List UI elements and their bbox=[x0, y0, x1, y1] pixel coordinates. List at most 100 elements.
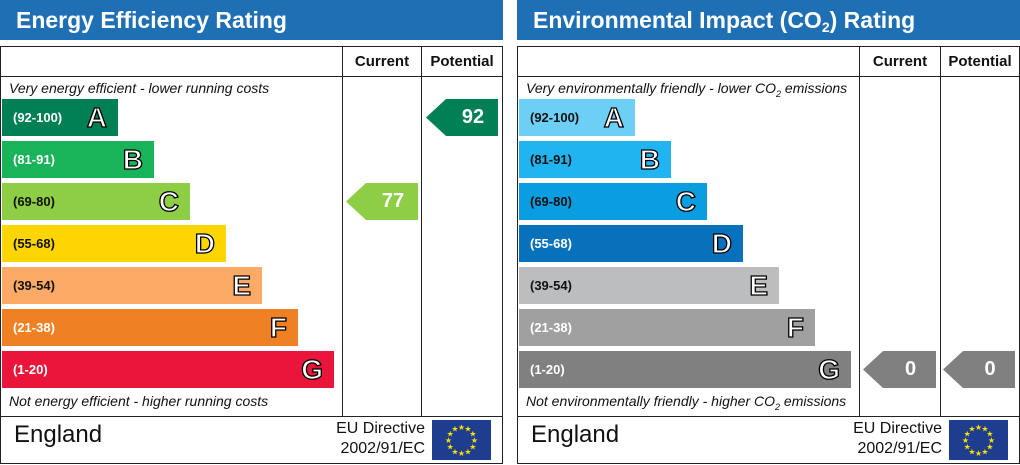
divider bbox=[518, 76, 1019, 77]
eu-flag-icon: ★ ★ ★ ★ ★ ★ ★ ★ ★ ★ ★ ★ bbox=[949, 420, 1008, 460]
band-letter: G bbox=[818, 353, 841, 385]
energy-chart-box: Current Potential Very energy efficient … bbox=[0, 46, 503, 464]
band-range: (1-20) bbox=[530, 362, 565, 377]
band-a: (92-100) A bbox=[2, 99, 118, 136]
band-c: (69-80) C bbox=[519, 183, 707, 220]
top-note: Very energy efficient - lower running co… bbox=[9, 80, 270, 96]
band-range: (39-54) bbox=[530, 278, 572, 293]
band-e: (39-54) E bbox=[519, 267, 779, 304]
band-letter: G bbox=[301, 353, 324, 385]
band-letter: B bbox=[122, 143, 144, 175]
divider bbox=[1, 76, 502, 77]
svg-text:★: ★ bbox=[471, 436, 478, 445]
svg-text:★: ★ bbox=[962, 436, 969, 445]
environment-panel-title: Environmental Impact (CO2) Rating bbox=[517, 0, 1020, 40]
potential-rating-value: 92 bbox=[461, 106, 485, 128]
band-range: (69-80) bbox=[13, 194, 55, 209]
band-range: (81-91) bbox=[530, 152, 572, 167]
band-letter: C bbox=[675, 185, 697, 217]
band-f: (21-38) F bbox=[519, 309, 815, 346]
band-letter: A bbox=[86, 101, 108, 133]
country-label: England bbox=[14, 421, 103, 448]
potential-rating-arrow: 0 bbox=[943, 351, 1015, 388]
band-range: (81-91) bbox=[13, 152, 55, 167]
band-range: (55-68) bbox=[530, 236, 572, 251]
svg-text:★: ★ bbox=[975, 423, 982, 432]
band-a: (92-100) A bbox=[519, 99, 635, 136]
band-g: (1-20) G bbox=[519, 351, 851, 388]
svg-text:★: ★ bbox=[451, 447, 458, 456]
band-letter: E bbox=[232, 269, 252, 301]
country-label: England bbox=[531, 421, 620, 448]
potential-rating-value: 0 bbox=[984, 358, 996, 380]
band-c: (69-80) C bbox=[2, 183, 190, 220]
band-letter: B bbox=[639, 143, 661, 175]
svg-text:★: ★ bbox=[964, 443, 971, 452]
svg-text:★: ★ bbox=[469, 430, 476, 439]
band-b: (81-91) B bbox=[2, 141, 154, 178]
svg-text:★: ★ bbox=[968, 447, 975, 456]
potential-column-header: Potential bbox=[430, 53, 494, 70]
band-range: (55-68) bbox=[13, 236, 55, 251]
divider bbox=[1, 416, 502, 417]
eu-directive-label: EU Directive 2002/91/EC bbox=[853, 420, 942, 457]
band-range: (92-100) bbox=[530, 110, 580, 125]
svg-text:★: ★ bbox=[986, 430, 993, 439]
current-column-header: Current bbox=[354, 53, 410, 70]
current-rating-value: 77 bbox=[381, 190, 405, 212]
current-rating-arrow: 0 bbox=[863, 351, 936, 388]
eu-flag-icon: ★ ★ ★ ★ ★ ★ ★ ★ ★ ★ ★ ★ bbox=[432, 420, 491, 460]
band-d: (55-68) D bbox=[519, 225, 743, 262]
svg-text:★: ★ bbox=[981, 425, 988, 434]
energy-efficiency-panel: Energy Efficiency Rating Current Potenti… bbox=[0, 0, 503, 464]
svg-text:★: ★ bbox=[968, 425, 975, 434]
band-letter: F bbox=[786, 311, 804, 343]
band-range: (21-38) bbox=[13, 320, 55, 335]
potential-rating-arrow: 92 bbox=[426, 99, 498, 136]
top-note: Very environmentally friendly - lower CO… bbox=[526, 80, 848, 99]
band-range: (69-80) bbox=[530, 194, 572, 209]
band-range: (92-100) bbox=[13, 110, 63, 125]
svg-text:★: ★ bbox=[986, 443, 993, 452]
band-range: (1-20) bbox=[13, 362, 48, 377]
svg-text:★: ★ bbox=[447, 430, 454, 439]
svg-text:★: ★ bbox=[964, 430, 971, 439]
band-g: (1-20) G bbox=[2, 351, 334, 388]
svg-text:★: ★ bbox=[451, 425, 458, 434]
band-b: (81-91) B bbox=[519, 141, 671, 178]
svg-text:★: ★ bbox=[981, 447, 988, 456]
svg-text:★: ★ bbox=[447, 443, 454, 452]
divider bbox=[421, 47, 422, 417]
band-letter: C bbox=[158, 185, 180, 217]
bottom-note: Not environmentally friendly - higher CO… bbox=[526, 393, 847, 412]
current-column-header: Current bbox=[872, 53, 928, 70]
current-rating-arrow: 77 bbox=[346, 183, 418, 220]
svg-text:★: ★ bbox=[464, 425, 471, 434]
band-letter: A bbox=[603, 101, 625, 133]
svg-text:★: ★ bbox=[445, 436, 452, 445]
band-range: (39-54) bbox=[13, 278, 55, 293]
environmental-impact-panel: Environmental Impact (CO2) Rating Curren… bbox=[517, 0, 1020, 464]
divider bbox=[940, 47, 941, 417]
band-f: (21-38) F bbox=[2, 309, 298, 346]
band-e: (39-54) E bbox=[2, 267, 262, 304]
divider bbox=[518, 416, 1019, 417]
divider bbox=[342, 47, 343, 417]
band-d: (55-68) D bbox=[2, 225, 226, 262]
eu-directive-label: EU Directive 2002/91/EC bbox=[336, 420, 425, 457]
band-range: (21-38) bbox=[530, 320, 572, 335]
current-rating-value: 0 bbox=[904, 358, 917, 380]
band-letter: E bbox=[749, 269, 769, 301]
band-letter: D bbox=[194, 227, 216, 259]
svg-text:★: ★ bbox=[988, 436, 995, 445]
divider bbox=[859, 47, 860, 417]
svg-text:★: ★ bbox=[975, 449, 982, 458]
band-letter: D bbox=[711, 227, 733, 259]
potential-column-header: Potential bbox=[948, 53, 1012, 70]
svg-text:★: ★ bbox=[458, 449, 465, 458]
svg-text:★: ★ bbox=[464, 447, 471, 456]
bottom-note: Not energy efficient - higher running co… bbox=[9, 393, 269, 409]
band-letter: F bbox=[269, 311, 287, 343]
svg-text:★: ★ bbox=[469, 443, 476, 452]
environment-chart-box: Current Potential Very environmentally f… bbox=[517, 46, 1020, 464]
